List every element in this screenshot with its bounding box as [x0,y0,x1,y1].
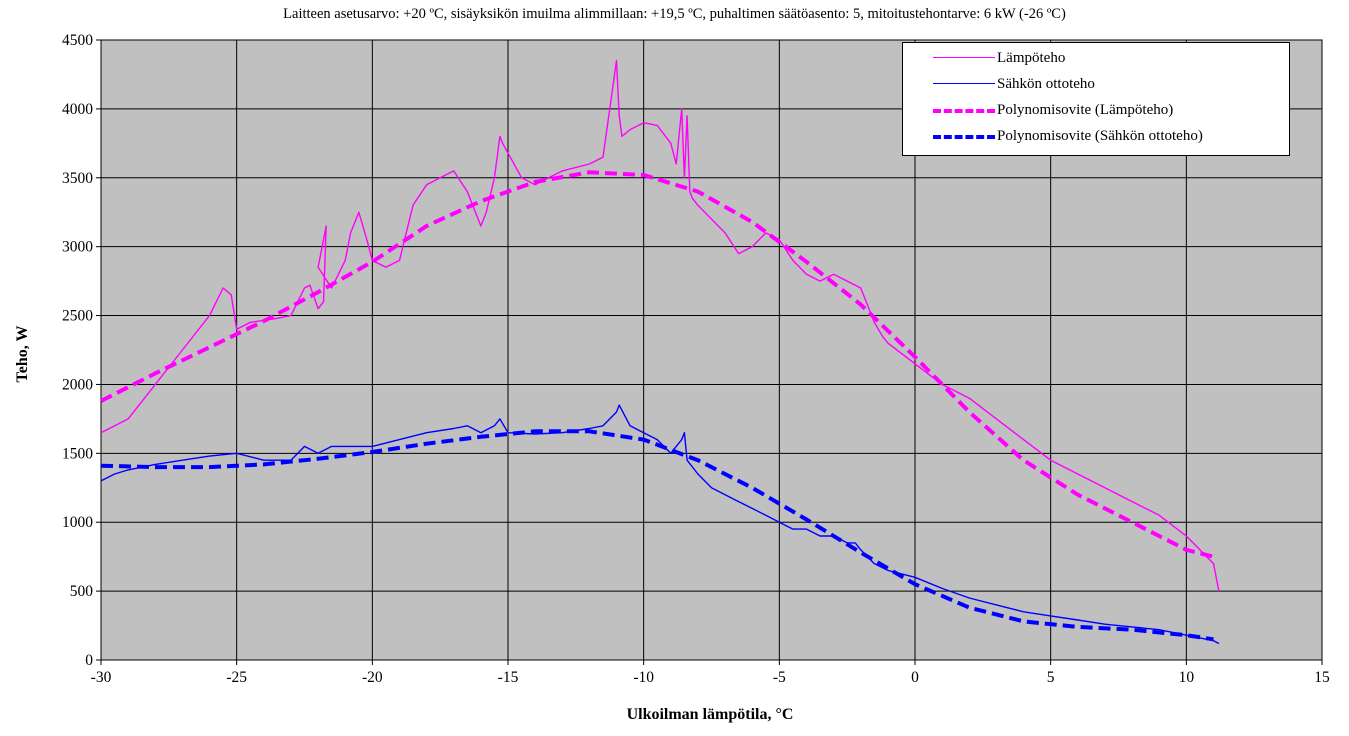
legend-label-poly-lampoteho: Polynomisovite (Lämpöteho) [997,102,1174,118]
legend-swatch-poly-sahkon [933,135,995,139]
x-tick-label: -25 [226,669,247,686]
series-layer [100,60,1220,645]
tick-labels: -30 -25 -20 -15 -10 -5 0 5 10 15 0 500 1000 1500 2000 2… [62,32,1330,686]
legend-item-sahkon-ottoteho: Sähkön ottoteho [903,73,1289,95]
y-axis-label: Teho, W [14,325,31,383]
y-tick-label: 1500 [62,445,93,462]
chart-subtitle: Laitteen asetusarvo: +20 ºC, sisäyksikön… [283,6,1066,22]
x-tick-label: -20 [362,669,383,686]
x-tick-label: 10 [1179,669,1195,686]
legend-swatch-poly-lampoteho [933,109,995,113]
legend-item-poly-lampoteho: Polynomisovite (Lämpöteho) [903,99,1289,121]
x-tick-label: -10 [633,669,654,686]
series-line-1 [100,60,1220,592]
y-tick-label: 3000 [62,239,93,256]
x-axis-label: Ulkoilman lämpötila, °C [626,706,794,723]
axes [96,39,1323,665]
grid-lines [101,40,1322,660]
y-tick-label: 2000 [62,376,93,393]
x-tick-label: -15 [498,669,519,686]
legend-item-poly-sahkon: Polynomisovite (Sähkön ottoteho) [903,125,1289,147]
x-tick-label: 5 [1047,669,1055,686]
legend-item-lampoteho: Lämpöteho [903,47,1289,69]
y-tick-label: 0 [85,652,93,669]
x-tick-label: -5 [773,669,786,686]
legend-swatch-sahkon-ottoteho [933,83,995,84]
y-tick-label: 1000 [62,514,93,531]
series-line-3 [100,170,1214,559]
legend-label-lampoteho: Lämpöteho [997,50,1066,66]
legend: Lämpöteho Sähkön ottoteho Polynomisovite… [902,42,1290,156]
y-tick-label: 500 [70,583,94,600]
x-tick-label: 0 [911,669,919,686]
y-tick-label: 3500 [62,170,93,187]
y-tick-label: 4000 [62,101,93,118]
y-tick-label: 2500 [62,308,93,325]
x-tick-label: -30 [91,669,112,686]
legend-label-sahkon-ottoteho: Sähkön ottoteho [997,76,1095,92]
y-tick-label: 4500 [62,32,93,49]
series-line-4 [100,429,1214,642]
x-tick-label: 15 [1314,669,1330,686]
legend-swatch-lampoteho [933,57,995,58]
series-line-2 [100,404,1220,645]
legend-label-poly-sahkon: Polynomisovite (Sähkön ottoteho) [997,128,1203,144]
